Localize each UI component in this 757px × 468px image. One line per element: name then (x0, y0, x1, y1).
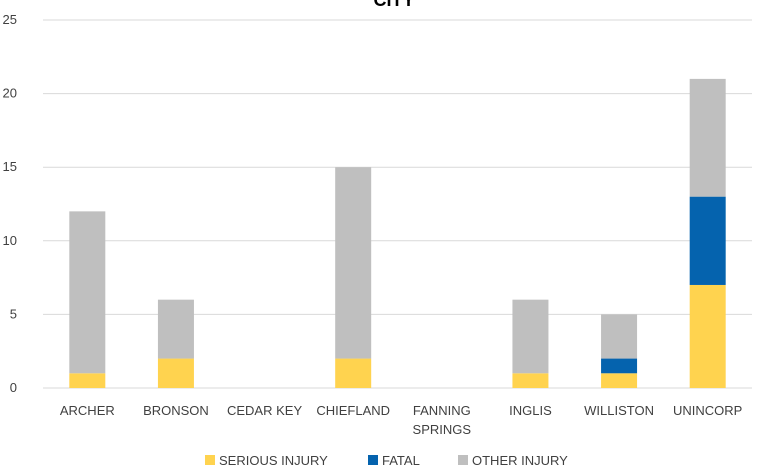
legend-label: SERIOUS INJURY (219, 453, 328, 468)
x-tick-label: WILLISTON (584, 403, 654, 418)
x-tick-label: INGLIS (509, 403, 552, 418)
bar-segment-other-injury (335, 167, 372, 359)
x-tick-label: CEDAR KEY (227, 403, 302, 418)
bars (69, 78, 726, 388)
bar-segment-other-injury (689, 78, 726, 197)
bar-segment-other-injury (512, 299, 549, 374)
legend-swatch-fatal (368, 455, 378, 465)
chart-title: CITY (373, 0, 414, 10)
x-tick-label: ARCHER (60, 403, 115, 418)
y-tick-label: 5 (10, 306, 17, 321)
x-axis-ticks: ARCHER BRONSON CEDAR KEY CHIEFLAND FANNING SP… (60, 403, 743, 437)
y-tick-label: 25 (3, 12, 17, 27)
bar-segment-serious-injury (601, 373, 638, 388)
y-tick-label: 0 (10, 380, 17, 395)
x-tick-label: FANNING (413, 403, 471, 418)
bar-segment-serious-injury (69, 373, 106, 388)
bar-segment-fatal (689, 196, 726, 285)
bar-segment-serious-injury (512, 373, 549, 388)
legend-swatch-other-injury (458, 455, 468, 465)
x-tick-label: CHIEFLAND (316, 403, 390, 418)
y-tick-label: 10 (3, 233, 17, 248)
bar-segment-fatal (601, 358, 638, 374)
legend-label: OTHER INJURY (472, 453, 568, 468)
bar-segment-other-injury (69, 211, 106, 374)
x-tick-label: BRONSON (143, 403, 209, 418)
gridlines (43, 19, 752, 389)
legend-label: FATAL (382, 453, 420, 468)
x-tick-label: UNINCORP (673, 403, 742, 418)
bar-segment-serious-injury (157, 358, 194, 388)
y-tick-label: 20 (3, 86, 17, 101)
legend-swatch-serious-injury (205, 455, 215, 465)
bar-segment-serious-injury (689, 284, 726, 388)
bar-segment-other-injury (601, 314, 638, 359)
x-tick-label: SPRINGS (413, 422, 472, 437)
legend: SERIOUS INJURY FATAL OTHER INJURY (205, 453, 568, 468)
bar-segment-other-injury (157, 299, 194, 359)
y-axis-ticks: 0 5 10 15 20 25 (3, 12, 17, 395)
y-tick-label: 15 (3, 159, 17, 174)
bar-segment-serious-injury (335, 358, 372, 388)
